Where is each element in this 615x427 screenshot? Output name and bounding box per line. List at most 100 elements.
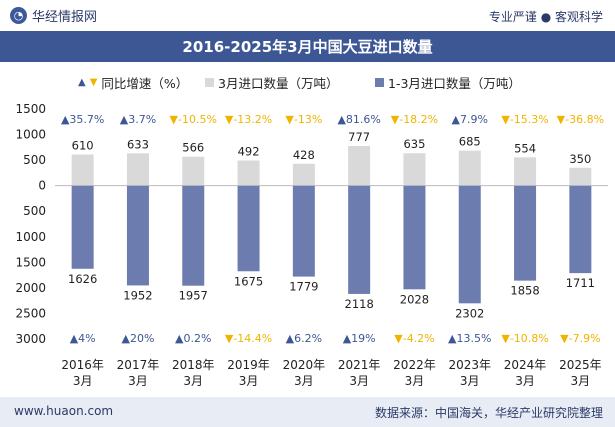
value-label-march: 633 <box>127 137 149 151</box>
x-tick-label-year: 2023年 <box>448 358 491 372</box>
legend-march-label: 3月进口数量（万吨） <box>218 76 339 91</box>
legend-march-swatch <box>205 78 214 87</box>
value-label-march: 610 <box>72 138 94 152</box>
x-tick-label-year: 2019年 <box>227 358 270 372</box>
bar-cumulative <box>182 185 205 286</box>
value-label-cumulative: 1957 <box>179 289 208 303</box>
tagline: 专业严谨 ● 客观科学 <box>488 10 603 24</box>
y-tick-label: 1500 <box>15 102 46 116</box>
bar-cumulative <box>126 185 149 286</box>
legend-march: 3月进口数量（万吨） <box>205 73 338 92</box>
value-label-cumulative: 2028 <box>400 292 429 306</box>
value-label-march: 566 <box>182 141 204 155</box>
bar-cumulative <box>71 185 94 269</box>
bar-march <box>514 157 537 186</box>
brand-logo-icon: ◔ <box>10 7 27 24</box>
y-tick-label: 0 <box>38 179 46 193</box>
x-tick-label-month: 3月 <box>515 374 535 388</box>
up-triangle-icon: ▲ <box>78 77 86 88</box>
growth-label-march: ▼-18.2% <box>391 113 438 126</box>
y-tick-label: 500 <box>23 204 46 218</box>
x-tick-label-month: 3月 <box>294 374 314 388</box>
value-label-march: 685 <box>459 135 481 149</box>
y-tick-label: 3000 <box>15 332 46 346</box>
bar-march <box>458 150 481 186</box>
legend: ▲ ▼ 同比增速（%） 3月进口数量（万吨） 1-3月进口数量（万吨） <box>0 70 615 92</box>
growth-label-cumulative: ▼-14.4% <box>225 332 272 345</box>
bar-march <box>348 145 371 186</box>
value-label-march: 350 <box>569 152 591 166</box>
value-label-cumulative: 1952 <box>123 288 152 302</box>
value-label-march: 777 <box>348 130 370 144</box>
footer: www.huaon.com 数据来源：中国海关，华经产业研究院整理 <box>0 397 615 427</box>
growth-label-march: ▼-13% <box>285 113 322 126</box>
y-tick-label: 500 <box>23 153 46 167</box>
growth-label-march: ▼-15.3% <box>501 113 548 126</box>
x-tick-label-year: 2025年 <box>559 358 602 372</box>
legend-cumulative-label: 1-3月进口数量（万吨） <box>388 76 521 91</box>
value-label-cumulative: 1779 <box>289 280 318 294</box>
data-source: 数据来源：中国海关，华经产业研究院整理 <box>374 406 603 420</box>
bar-march <box>126 153 149 186</box>
bar-march <box>569 167 592 186</box>
y-tick-label: 1500 <box>15 255 46 269</box>
site-url[interactable]: www.huaon.com <box>14 404 114 418</box>
value-label-cumulative: 1675 <box>234 274 263 288</box>
bar-march <box>403 153 426 186</box>
bar-march <box>237 160 260 186</box>
down-triangle-icon: ▼ <box>89 77 98 88</box>
x-tick-label-month: 3月 <box>128 374 148 388</box>
legend-growth: ▲ ▼ 同比增速（%） <box>78 73 188 92</box>
growth-label-cumulative: ▲0.2% <box>175 332 211 345</box>
growth-label-cumulative: ▲20% <box>121 332 154 345</box>
value-label-cumulative: 1858 <box>510 284 539 298</box>
y-tick-label: 2500 <box>15 306 46 320</box>
bar-cumulative <box>403 185 426 290</box>
growth-label-cumulative: ▲4% <box>70 332 96 345</box>
value-label-march: 554 <box>514 141 536 155</box>
brand-name: 华经情报网 <box>32 10 98 25</box>
bar-march <box>292 163 315 186</box>
value-label-cumulative: 1711 <box>566 276 595 290</box>
bar-cumulative <box>458 185 481 304</box>
chart-title: 2016-2025年3月中国大豆进口数量 <box>0 31 615 62</box>
growth-label-cumulative: ▼-7.9% <box>560 332 600 345</box>
growth-label-cumulative: ▼-4.2% <box>394 332 434 345</box>
x-tick-label-year: 2020年 <box>283 358 326 372</box>
x-tick-label-year: 2016年 <box>61 358 104 372</box>
legend-cumulative: 1-3月进口数量（万吨） <box>375 73 521 92</box>
bar-cumulative <box>514 185 537 281</box>
growth-label-march: ▲81.6% <box>337 113 380 126</box>
growth-label-march: ▲35.7% <box>61 113 104 126</box>
growth-label-cumulative: ▲19% <box>343 332 376 345</box>
brand[interactable]: ◔ 华经情报网 <box>10 6 97 25</box>
x-tick-label-month: 3月 <box>239 374 259 388</box>
legend-cumulative-swatch <box>375 78 384 87</box>
value-label-cumulative: 2302 <box>455 306 484 320</box>
x-tick-label-year: 2018年 <box>172 358 215 372</box>
growth-label-march: ▲7.9% <box>452 113 488 126</box>
x-tick-label-year: 2024年 <box>504 358 547 372</box>
y-tick-label: 2000 <box>15 281 46 295</box>
value-label-march: 428 <box>293 148 315 162</box>
bar-cumulative <box>348 185 371 294</box>
bar-cumulative <box>569 185 592 274</box>
value-label-cumulative: 1626 <box>68 272 97 286</box>
y-tick-label: 1000 <box>15 230 46 244</box>
growth-label-cumulative: ▼-10.8% <box>501 332 548 345</box>
value-label-cumulative: 2118 <box>345 297 374 311</box>
bar-cumulative <box>292 185 315 277</box>
growth-label-cumulative: ▲6.2% <box>286 332 322 345</box>
growth-label-march: ▼-13.2% <box>225 113 272 126</box>
growth-label-cumulative: ▲13.5% <box>448 332 491 345</box>
x-tick-label-month: 3月 <box>73 374 93 388</box>
legend-growth-label: 同比增速（%） <box>101 76 189 91</box>
x-tick-label-year: 2017年 <box>117 358 160 372</box>
growth-label-march: ▲3.7% <box>120 113 156 126</box>
y-tick-label: 1000 <box>15 128 46 142</box>
top-bar: ◔ 华经情报网 专业严谨 ● 客观科学 <box>0 0 615 30</box>
x-tick-label-month: 3月 <box>183 374 203 388</box>
x-tick-label-month: 3月 <box>349 374 369 388</box>
bar-cumulative <box>237 185 260 272</box>
x-tick-label-year: 2022年 <box>393 358 436 372</box>
